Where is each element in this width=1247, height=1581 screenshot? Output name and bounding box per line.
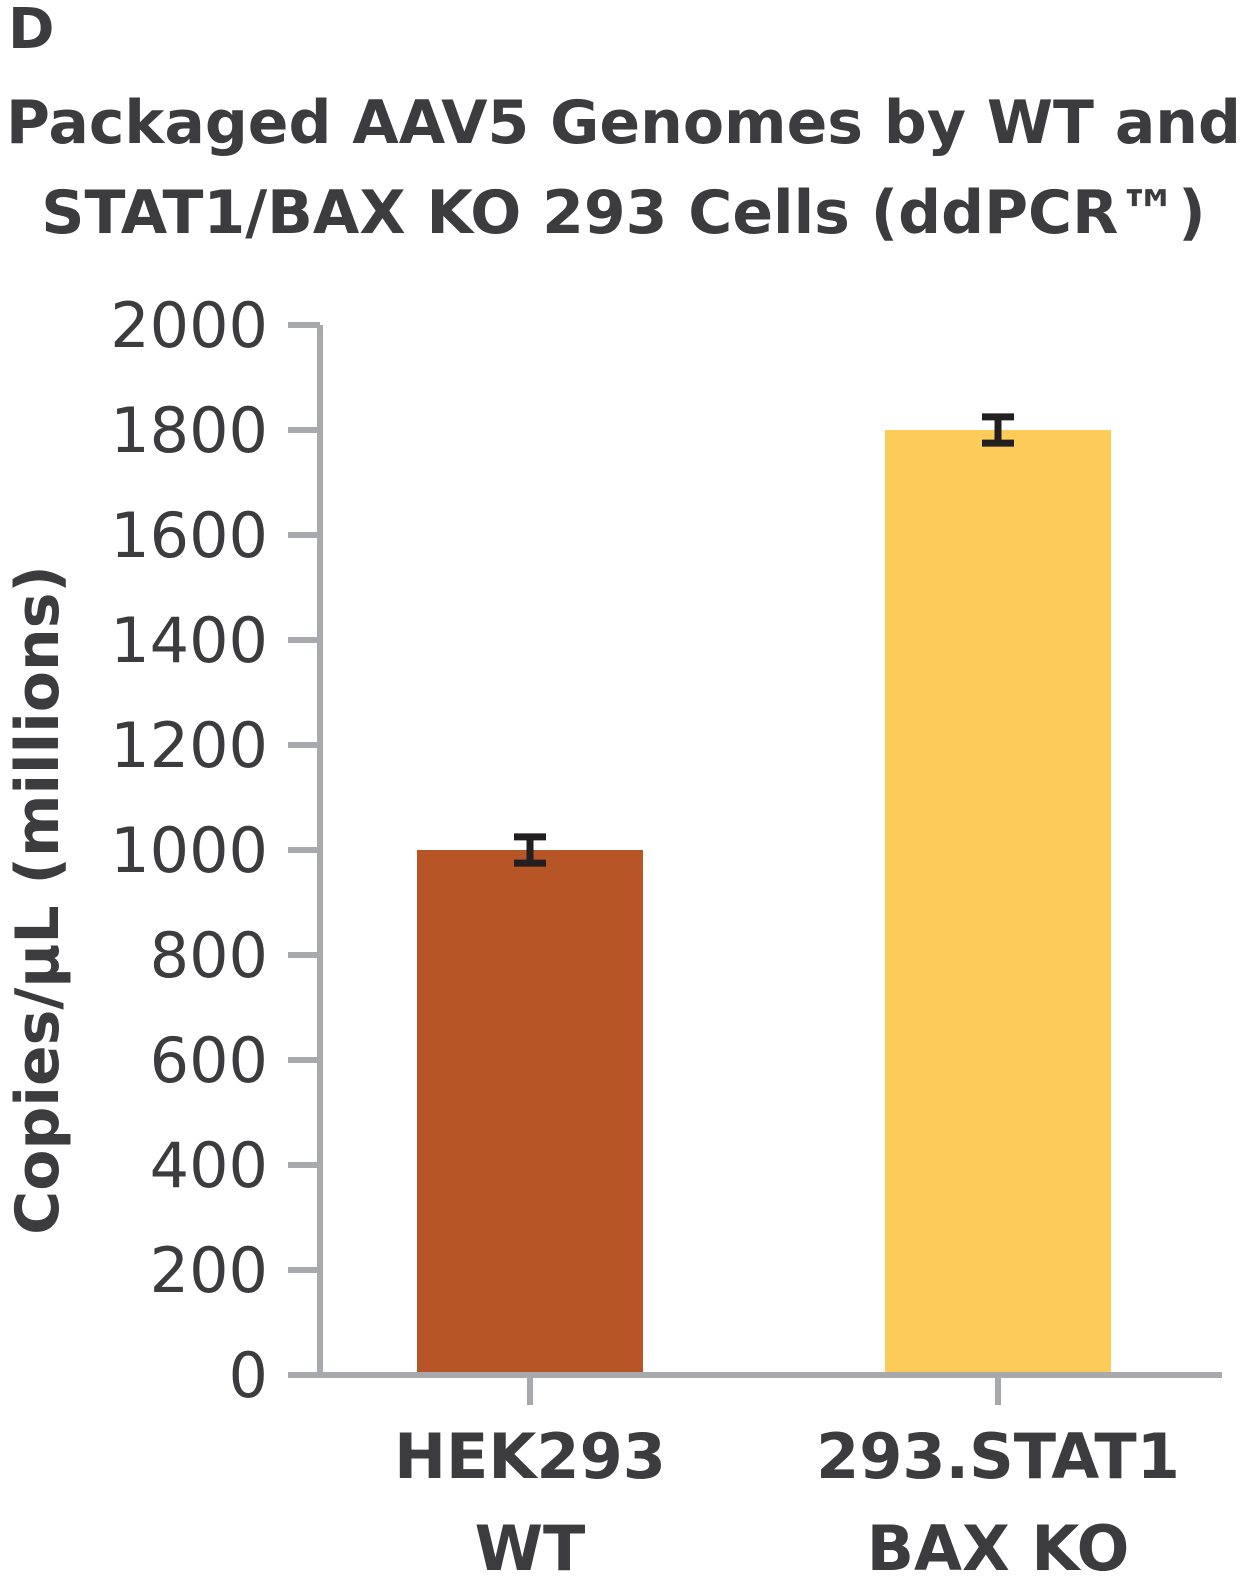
y-tick-label-200: 200 [150,1234,268,1307]
error-bar-2 [982,413,1014,447]
x-tick-label-1-line-1: HEK293 [394,1420,666,1493]
error-bar-1 [514,833,546,867]
y-tick-label-600: 600 [150,1024,268,1097]
x-tick-label-1-line-2: WT [475,1512,586,1581]
y-tick-label-1600: 1600 [110,499,268,572]
x-tick-label-2-line-2: BAX KO [867,1512,1130,1581]
axes-layer [288,322,1222,1405]
x-tick-label-2-line-1: 293.STAT1 [816,1420,1180,1493]
chart-title: Packaged AAV5 Genomes by WT and STAT1/BA… [0,78,1247,258]
y-tick-label-1400: 1400 [110,604,268,677]
y-tick-label-2000: 2000 [110,289,268,362]
panel-label: D [8,0,55,62]
bar-1 [417,850,643,1375]
y-tick-label-1000: 1000 [110,814,268,887]
chart-title-line-1: Packaged AAV5 Genomes by WT and [6,88,1241,158]
chart-title-line-2: STAT1/BAX KO 293 Cells (ddPCR™) [41,178,1206,248]
labels-layer: HEK293 WT 293.STAT1 BAX KO 0 200 400 600 800 1000… [3,289,1180,1581]
y-axis-label: Copies/μL (millions) [3,565,73,1235]
y-tick-label-0: 0 [229,1339,268,1412]
y-tick-label-1200: 1200 [110,709,268,782]
y-tick-label-400: 400 [150,1129,268,1202]
y-tick-label-800: 800 [150,919,268,992]
bar-2 [885,430,1111,1375]
y-tick-label-1800: 1800 [110,394,268,467]
bars-layer [417,413,1111,1375]
